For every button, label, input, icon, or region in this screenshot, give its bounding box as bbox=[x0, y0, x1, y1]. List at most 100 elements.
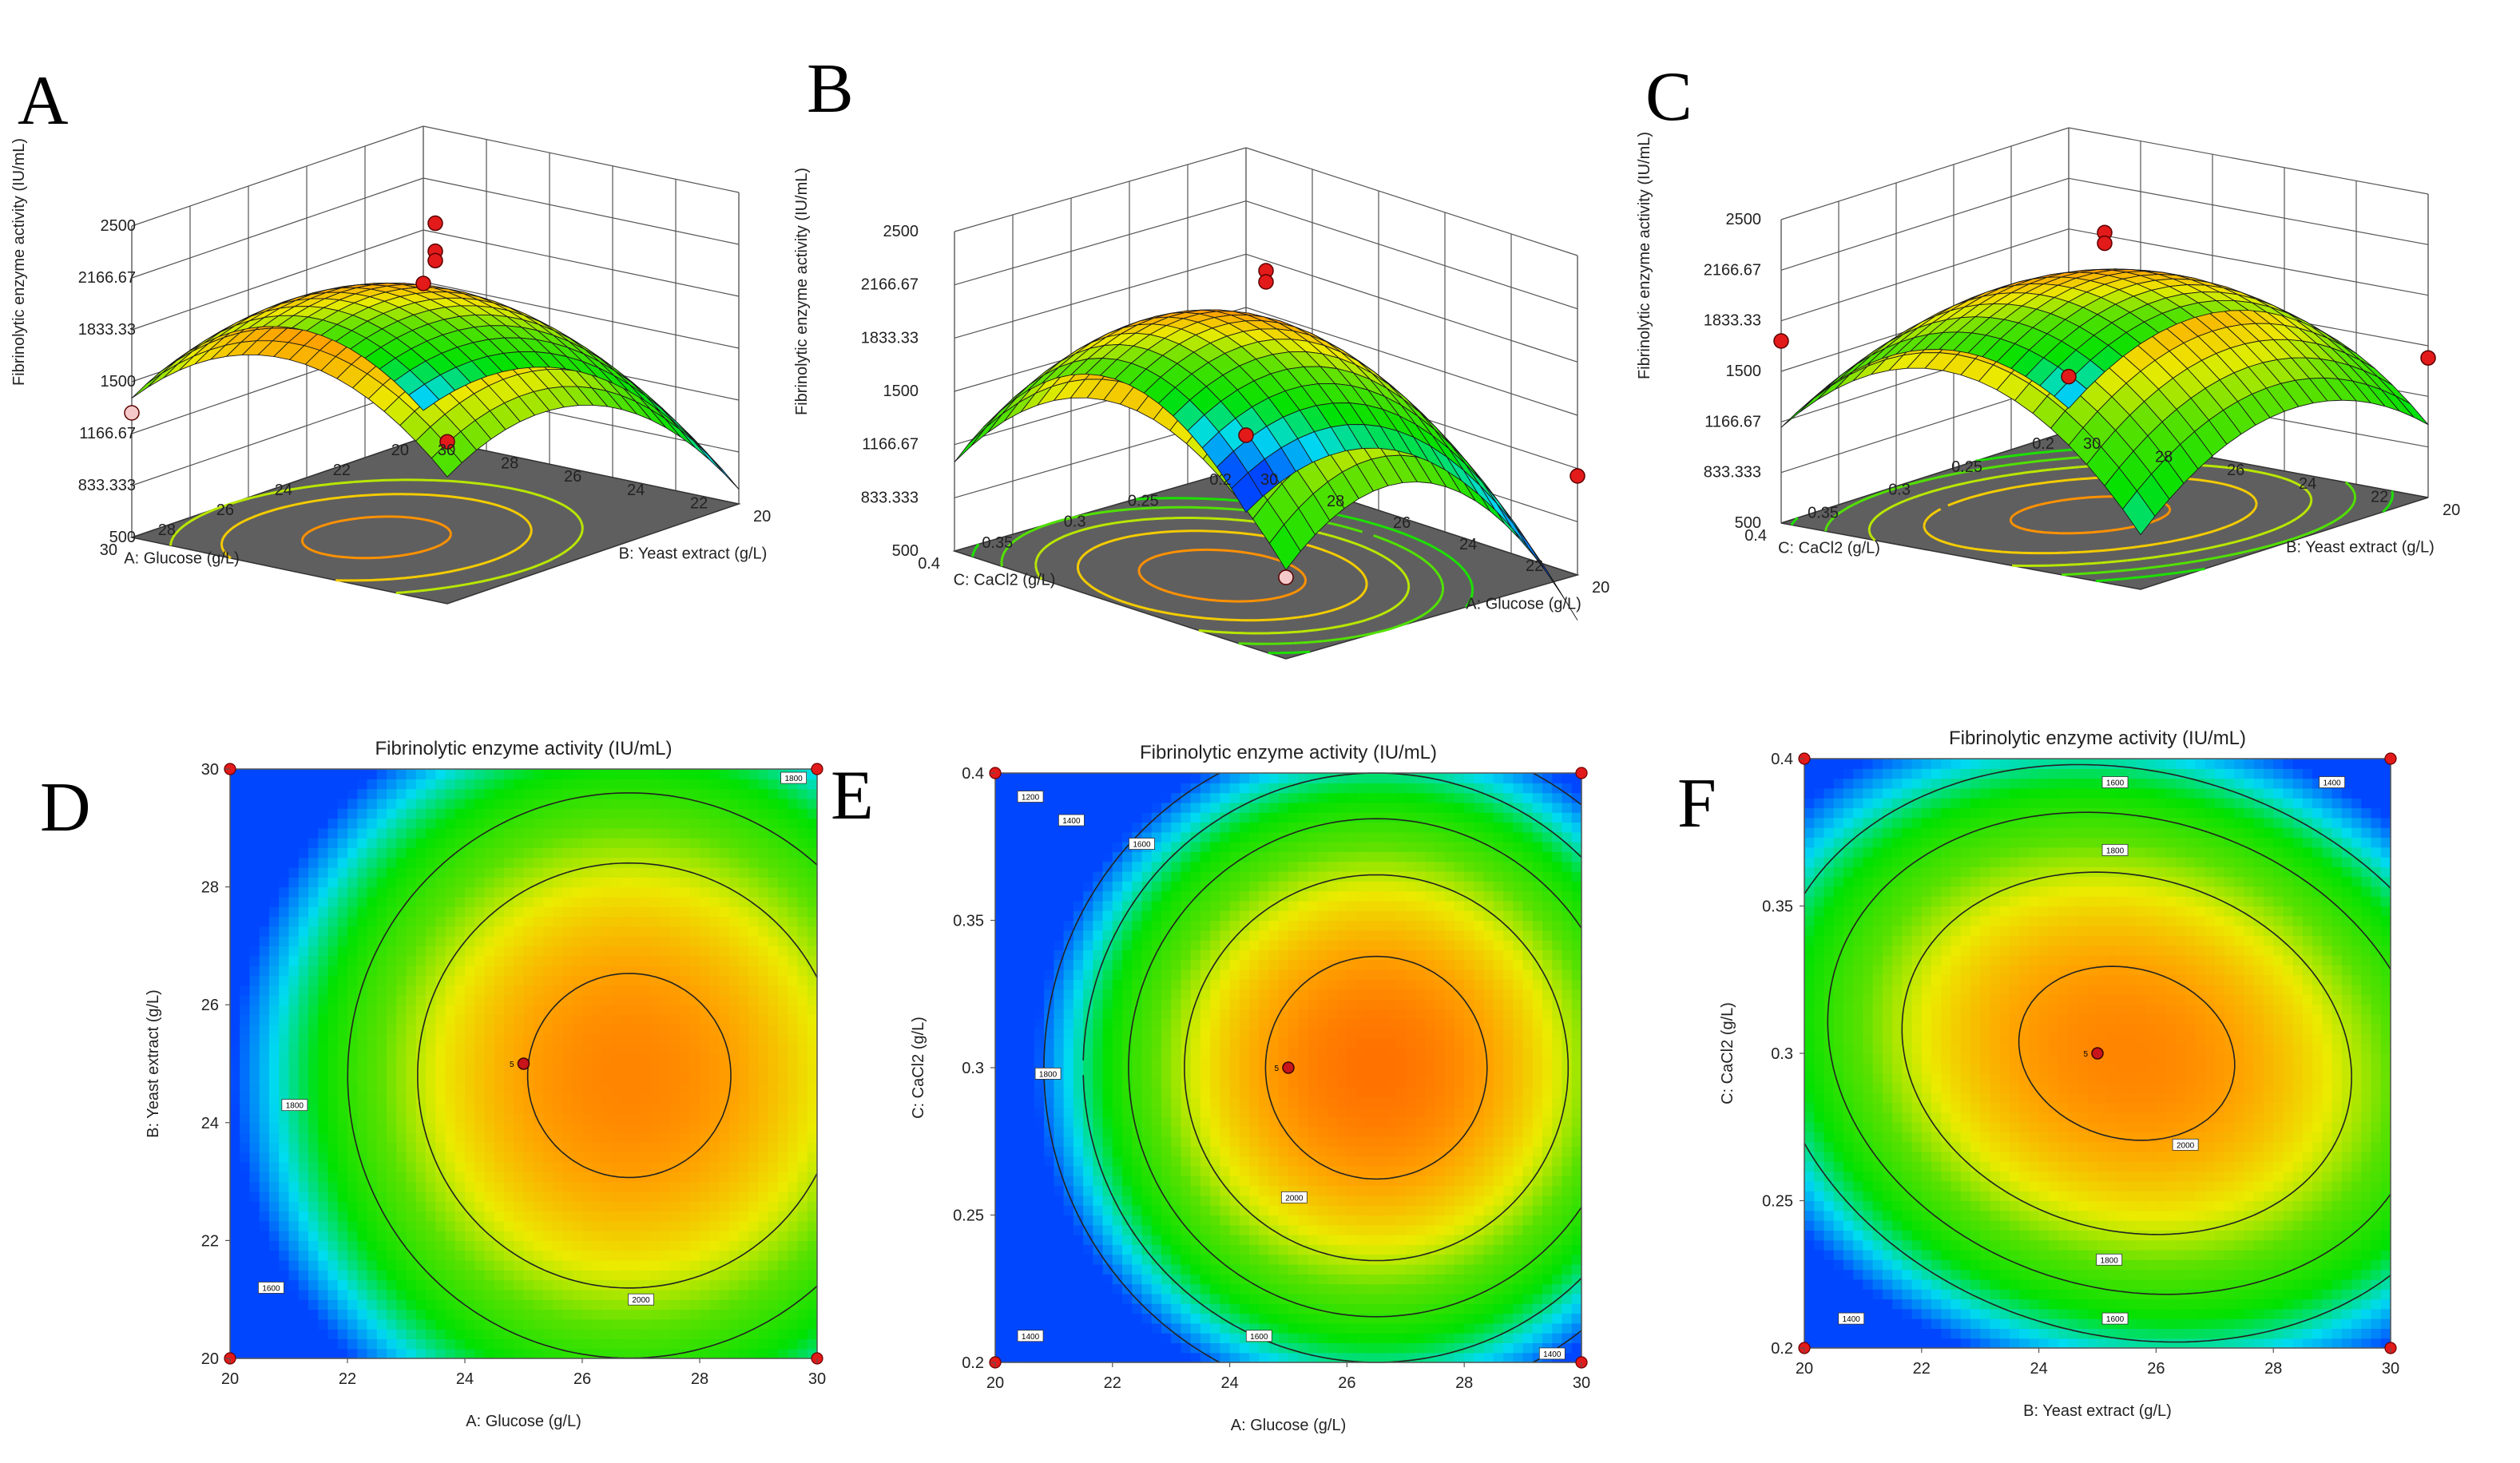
heatmap-cell bbox=[288, 906, 300, 918]
heatmap-cell bbox=[631, 946, 642, 957]
heatmap-cell bbox=[308, 857, 319, 868]
heatmap-cell bbox=[259, 1083, 270, 1094]
heatmap-cell bbox=[592, 838, 603, 848]
heatmap-cell bbox=[279, 1240, 290, 1251]
heatmap-cell bbox=[778, 1329, 788, 1339]
heatmap-cell bbox=[514, 1240, 525, 1251]
heatmap-cell bbox=[719, 1005, 730, 1016]
heatmap-cell bbox=[631, 838, 642, 848]
heatmap-cell bbox=[454, 1191, 466, 1202]
heatmap-cell bbox=[484, 1044, 495, 1055]
heatmap-cell bbox=[700, 818, 710, 829]
heatmap-cell bbox=[523, 906, 534, 918]
right-axis-tick-label: 30 bbox=[2083, 435, 2101, 453]
heatmap-cell bbox=[435, 1260, 446, 1271]
heatmap-cell bbox=[484, 1103, 495, 1114]
heatmap-cell bbox=[778, 1279, 788, 1291]
heatmap-cell bbox=[318, 1299, 329, 1310]
heatmap-cell bbox=[318, 975, 329, 986]
heatmap-cell bbox=[533, 946, 544, 957]
heatmap-cell bbox=[347, 916, 358, 927]
heatmap-cell bbox=[484, 1152, 495, 1163]
heatmap-cell bbox=[661, 1201, 671, 1212]
heatmap-cell bbox=[396, 827, 407, 839]
heatmap-cell bbox=[670, 906, 681, 918]
heatmap-cell bbox=[582, 955, 593, 966]
heatmap-cell bbox=[347, 1181, 358, 1192]
heatmap-cell bbox=[689, 1024, 700, 1035]
heatmap-cell bbox=[367, 1005, 378, 1016]
heatmap-cell bbox=[592, 1053, 603, 1065]
heatmap-cell bbox=[494, 965, 505, 976]
heatmap-cell bbox=[426, 975, 436, 986]
heatmap-cell bbox=[259, 1044, 270, 1055]
heatmap-cell bbox=[719, 985, 730, 996]
heatmap-cell bbox=[318, 1162, 329, 1172]
heatmap-cell bbox=[641, 798, 652, 809]
heatmap-cell bbox=[288, 1112, 300, 1124]
heatmap-cell bbox=[357, 1034, 368, 1045]
heatmap-cell bbox=[689, 1053, 700, 1065]
heatmap-cell bbox=[376, 1270, 387, 1281]
heatmap-cell bbox=[661, 1240, 671, 1251]
heatmap-cell bbox=[533, 1181, 544, 1192]
heatmap-cell bbox=[426, 838, 436, 848]
heatmap-cell bbox=[797, 1270, 808, 1281]
heatmap-cell bbox=[788, 1181, 799, 1192]
heatmap-cell bbox=[728, 1103, 740, 1114]
heatmap-cell bbox=[758, 1270, 769, 1281]
heatmap-cell bbox=[680, 798, 691, 809]
heatmap-cell bbox=[230, 1103, 240, 1114]
heatmap-cell bbox=[259, 1152, 270, 1163]
heatmap-cell bbox=[533, 1220, 544, 1231]
heatmap-cell bbox=[739, 1279, 749, 1291]
heatmap-cell bbox=[504, 1122, 514, 1133]
heatmap-cell bbox=[435, 1211, 446, 1222]
heatmap-cell bbox=[728, 1191, 740, 1202]
heatmap-cell bbox=[327, 936, 339, 946]
heatmap-cell bbox=[474, 965, 486, 976]
heatmap-cell bbox=[650, 1181, 661, 1192]
heatmap-cell bbox=[230, 1162, 240, 1172]
heatmap-cell bbox=[709, 1103, 720, 1114]
heatmap-cell bbox=[788, 1338, 799, 1350]
heatmap-cell bbox=[230, 818, 240, 829]
heatmap-cell bbox=[327, 1270, 339, 1281]
heatmap-cell bbox=[230, 1024, 240, 1035]
heatmap-cell bbox=[621, 1270, 632, 1281]
heatmap-cell bbox=[670, 955, 681, 966]
heatmap-cell bbox=[523, 818, 534, 829]
heatmap-cell bbox=[533, 1064, 544, 1074]
heatmap-cell bbox=[298, 1053, 309, 1065]
heatmap-cell bbox=[288, 877, 300, 888]
heatmap-cell bbox=[768, 877, 779, 888]
heatmap-cell bbox=[367, 1240, 378, 1251]
heatmap-cell bbox=[426, 1279, 436, 1291]
heatmap-cell bbox=[347, 1250, 358, 1261]
heatmap-cell bbox=[269, 906, 280, 918]
heatmap-cell bbox=[347, 1073, 358, 1084]
heatmap-cell bbox=[611, 886, 622, 898]
heatmap-cell bbox=[367, 1348, 378, 1359]
heatmap-cell bbox=[387, 1279, 397, 1291]
heatmap-cell bbox=[514, 1220, 525, 1231]
heatmap-cell bbox=[631, 1083, 642, 1094]
heatmap-cell bbox=[474, 936, 486, 946]
heatmap-cell bbox=[387, 1348, 397, 1359]
heatmap-cell bbox=[611, 1191, 622, 1202]
heatmap-cell bbox=[601, 1270, 613, 1281]
heatmap-cell bbox=[582, 1191, 593, 1202]
heatmap-cell bbox=[230, 1005, 240, 1016]
heatmap-cell bbox=[611, 1024, 622, 1035]
heatmap-cell bbox=[494, 1309, 505, 1320]
heatmap-cell bbox=[474, 1073, 486, 1084]
heatmap-cell bbox=[327, 779, 339, 790]
heatmap-cell bbox=[758, 1250, 769, 1261]
heatmap-cell bbox=[553, 916, 564, 927]
heatmap-cell bbox=[494, 936, 505, 946]
heatmap-cell bbox=[748, 847, 760, 858]
heatmap-cell bbox=[514, 847, 525, 858]
heatmap-cell bbox=[376, 1338, 387, 1350]
